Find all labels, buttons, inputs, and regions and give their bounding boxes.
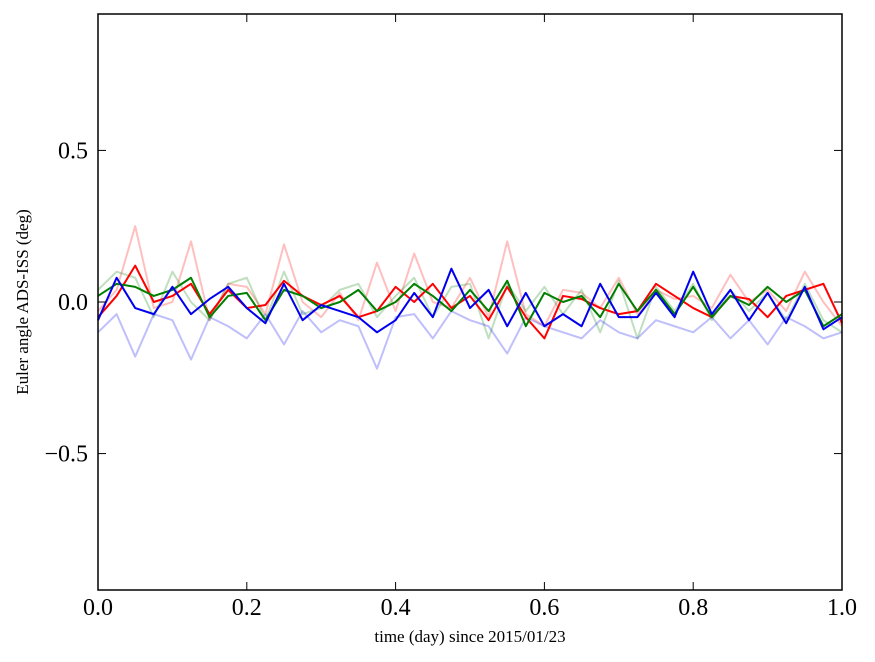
x-tick-label-3: 0.6 [529,595,559,621]
series-layer [97,225,843,370]
ticks-layer: 0.0 0.2 0.4 0.6 0.8 1.0 0.5 0.0 −0.5 [44,14,857,621]
series-line-1 [97,276,843,328]
series-line-2 [97,267,843,334]
series-line-3 [97,225,843,328]
plot-frame [97,13,843,591]
series-line-5 [97,310,843,370]
x-axis-label: time (day) since 2015/01/23 [374,627,565,646]
x-tick-label-1: 0.2 [232,595,262,621]
y-tick-label-0: 0.5 [58,138,88,164]
y-tick-label-1: 0.0 [58,290,88,316]
x-tick-label-5: 1.0 [827,595,857,621]
y-axis-label: Euler angle ADS-ISS (deg) [13,209,32,395]
x-tick-label-0: 0.0 [83,595,113,621]
x-tick-label-2: 0.4 [381,595,411,621]
y-tick-label-2: −0.5 [44,442,88,468]
x-tick-label-4: 0.8 [678,595,708,621]
series-line-4 [97,270,843,340]
